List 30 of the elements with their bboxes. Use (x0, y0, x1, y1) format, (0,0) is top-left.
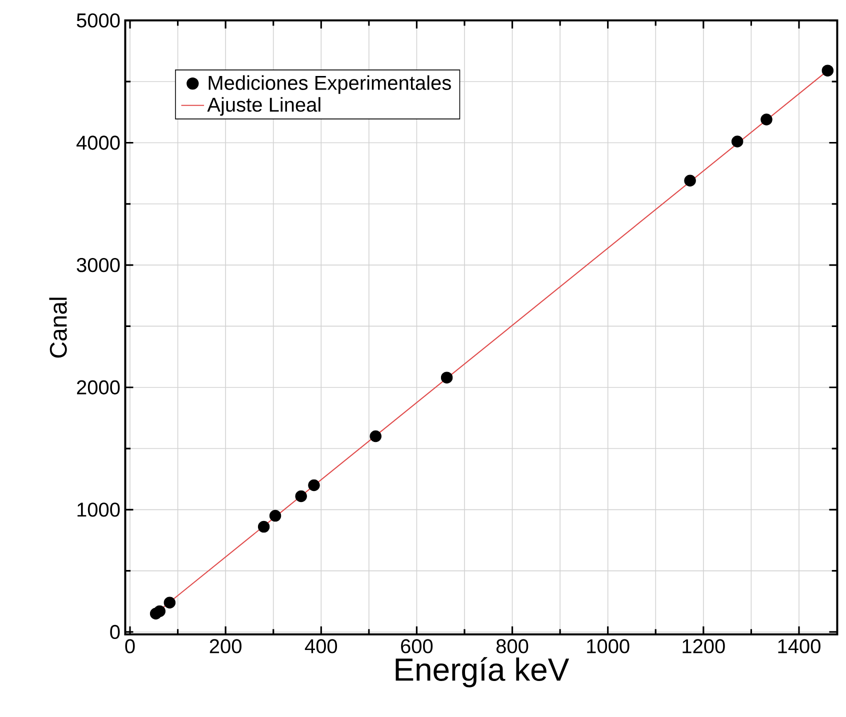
y-tick-label: 3000 (76, 258, 120, 272)
y-axis-title: Canal (49, 298, 67, 358)
point (295, 490, 307, 502)
point (154, 605, 166, 618)
x-tick-label: 0 (125, 639, 135, 654)
x-axis-title: Energía keV (396, 657, 570, 688)
x-tick-label: 600 (401, 639, 433, 654)
x-tick-label: 1400 (778, 639, 820, 654)
y-tick-label: 2000 (77, 380, 120, 394)
point (760, 114, 772, 126)
point (440, 372, 453, 384)
point (258, 520, 270, 533)
x-tick-label: 800 (496, 639, 528, 654)
point (164, 596, 176, 608)
y-tick-label: 4000 (76, 136, 120, 150)
x-tick-label: 400 (304, 639, 338, 654)
point (308, 479, 320, 492)
x-tick-label: 1200 (682, 639, 725, 654)
legend-label: Ajuste Lineal (207, 97, 320, 116)
y-tick-label: 0 (110, 624, 120, 640)
y-tick-label: 5000 (76, 13, 120, 28)
point (269, 510, 282, 522)
point (731, 136, 744, 148)
y-tick-label: 1000 (78, 502, 120, 517)
point (684, 174, 696, 187)
x-tick-label: 1000 (587, 639, 630, 654)
legend-label: Mediciones Experimentales (208, 75, 451, 94)
point (370, 430, 382, 442)
point (822, 64, 834, 76)
x-tick-label: 200 (210, 639, 242, 654)
